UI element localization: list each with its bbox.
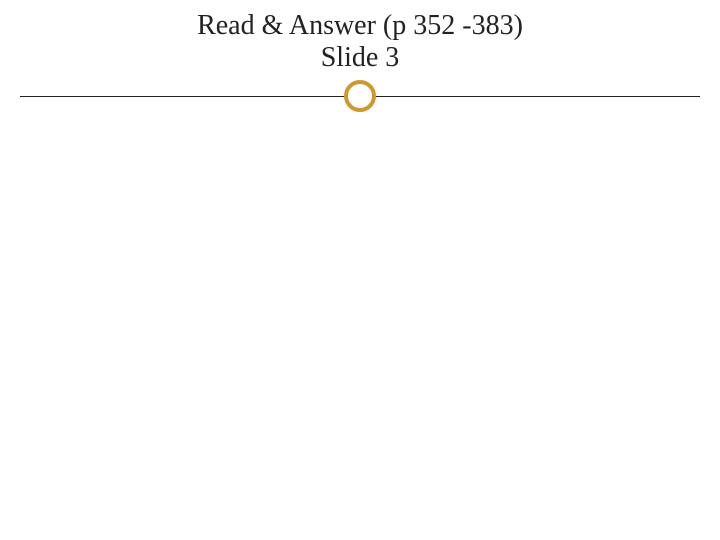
square-bullet-icon [24, 120, 38, 134]
list-item-text: Put the following in order from inside t… [42, 191, 696, 242]
slide-title-line1: Read & Answer (p 352 -383) [0, 10, 720, 42]
slide-title-line2: Slide 3 [0, 42, 720, 74]
square-bullet-icon [24, 146, 38, 160]
divider [0, 78, 720, 114]
square-bullet-icon [24, 274, 38, 288]
list-item-text: What does the sympathetic and parasympat… [42, 140, 696, 191]
list-item: Where are the carotid and coronary arter… [24, 319, 696, 345]
list-item-text: What vessels branch from the ascending a… [42, 268, 696, 319]
list-item: List 2 structural differences in veins f… [24, 242, 696, 268]
list-item-text: List 2 structural differences in veins f… [42, 242, 696, 268]
content-box: What is cardiac output and how is it cal… [18, 98, 702, 382]
list-item: Put the following in order from inside t… [24, 191, 696, 242]
square-bullet-icon [24, 248, 38, 262]
square-bullet-icon [24, 325, 38, 339]
list-item: What vessels branch from the ascending a… [24, 268, 696, 319]
bullet-list: What is cardiac output and how is it cal… [24, 104, 696, 370]
square-bullet-icon [24, 350, 38, 364]
list-item-text: What is cardiac output and how is it cal… [42, 114, 696, 140]
list-item-text: Where are the carotid and coronary arter… [42, 319, 696, 345]
list-item: What is cardiac output and how is it cal… [24, 114, 696, 140]
slide: Read & Answer (p 352 -383) Slide 3 What … [0, 0, 720, 540]
accent-circle-icon [344, 80, 376, 112]
list-item: What are the 3 vessels in the umbilical … [24, 344, 696, 370]
square-bullet-icon [24, 197, 38, 211]
slide-header: Read & Answer (p 352 -383) Slide 3 [0, 0, 720, 74]
list-item-text: What are the 3 vessels in the umbilical … [42, 344, 696, 370]
list-item: What does the sympathetic and parasympat… [24, 140, 696, 191]
